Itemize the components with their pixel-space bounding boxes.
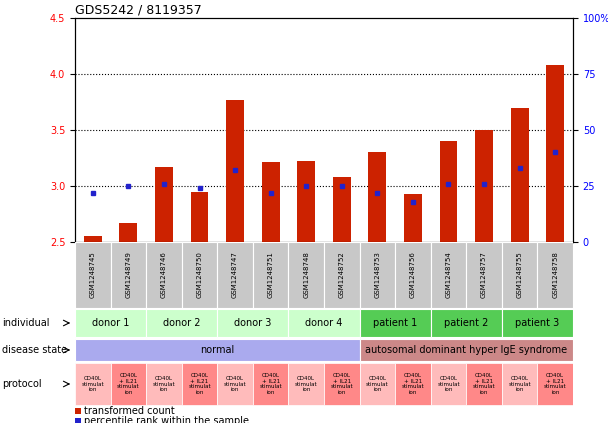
Text: patient 2: patient 2: [444, 318, 488, 328]
Bar: [288, 242, 324, 308]
Text: GSM1248746: GSM1248746: [161, 252, 167, 299]
Bar: [75, 339, 359, 361]
Text: GSM1248745: GSM1248745: [90, 252, 96, 298]
Text: individual: individual: [2, 318, 49, 328]
Bar: [359, 242, 395, 308]
Bar: [368, 152, 386, 242]
Bar: [440, 141, 457, 242]
Bar: [75, 242, 111, 308]
Text: CD40L
stimulat
ion: CD40L stimulat ion: [366, 376, 389, 392]
Text: GSM1248757: GSM1248757: [481, 252, 487, 299]
Bar: [226, 100, 244, 242]
Bar: [395, 242, 430, 308]
Bar: [288, 309, 359, 337]
Bar: [217, 363, 253, 405]
Bar: [155, 167, 173, 242]
Bar: [75, 407, 81, 414]
Text: donor 2: donor 2: [163, 318, 201, 328]
Text: CD40L
stimulat
ion: CD40L stimulat ion: [295, 376, 317, 392]
Text: CD40L
+ IL21
stimulat
ion: CD40L + IL21 stimulat ion: [331, 374, 353, 395]
Text: patient 3: patient 3: [516, 318, 559, 328]
Bar: [111, 363, 146, 405]
Bar: [395, 363, 430, 405]
Text: GSM1248751: GSM1248751: [268, 252, 274, 299]
Text: CD40L
+ IL21
stimulat
ion: CD40L + IL21 stimulat ion: [544, 374, 567, 395]
Bar: [359, 339, 573, 361]
Text: CD40L
stimulat
ion: CD40L stimulat ion: [153, 376, 175, 392]
Bar: [511, 107, 528, 242]
Text: CD40L
stimulat
ion: CD40L stimulat ion: [437, 376, 460, 392]
Text: GSM1248753: GSM1248753: [375, 252, 381, 299]
Bar: [75, 418, 81, 423]
Bar: [324, 363, 359, 405]
Bar: [146, 242, 182, 308]
Bar: [502, 363, 537, 405]
Bar: [430, 309, 502, 337]
Text: GSM1248756: GSM1248756: [410, 252, 416, 299]
Text: CD40L
stimulat
ion: CD40L stimulat ion: [508, 376, 531, 392]
Text: CD40L
stimulat
ion: CD40L stimulat ion: [81, 376, 104, 392]
Text: CD40L
+ IL21
stimulat
ion: CD40L + IL21 stimulat ion: [473, 374, 496, 395]
Bar: [359, 363, 395, 405]
Bar: [466, 242, 502, 308]
Text: GSM1248755: GSM1248755: [517, 252, 523, 298]
Bar: [262, 162, 280, 242]
Text: GSM1248754: GSM1248754: [446, 252, 452, 298]
Bar: [537, 242, 573, 308]
Bar: [111, 242, 146, 308]
Bar: [475, 130, 493, 242]
Bar: [547, 65, 564, 242]
Text: CD40L
+ IL21
stimulat
ion: CD40L + IL21 stimulat ion: [117, 374, 140, 395]
Bar: [119, 223, 137, 242]
Text: GSM1248752: GSM1248752: [339, 252, 345, 298]
Text: CD40L
+ IL21
stimulat
ion: CD40L + IL21 stimulat ion: [402, 374, 424, 395]
Bar: [502, 309, 573, 337]
Bar: [182, 363, 217, 405]
Bar: [217, 242, 253, 308]
Bar: [75, 363, 111, 405]
Text: transformed count: transformed count: [84, 406, 174, 415]
Bar: [466, 363, 502, 405]
Text: protocol: protocol: [2, 379, 41, 389]
Bar: [537, 363, 573, 405]
Bar: [146, 309, 217, 337]
Text: normal: normal: [200, 345, 235, 355]
Bar: [333, 177, 351, 242]
Bar: [297, 161, 315, 242]
Text: percentile rank within the sample: percentile rank within the sample: [84, 415, 249, 423]
Text: donor 3: donor 3: [234, 318, 272, 328]
Text: GSM1248747: GSM1248747: [232, 252, 238, 299]
Bar: [217, 309, 288, 337]
Bar: [253, 363, 288, 405]
Bar: [75, 309, 146, 337]
Text: CD40L
+ IL21
stimulat
ion: CD40L + IL21 stimulat ion: [260, 374, 282, 395]
Text: GDS5242 / 8119357: GDS5242 / 8119357: [75, 4, 202, 17]
Text: GSM1248748: GSM1248748: [303, 252, 309, 299]
Bar: [430, 242, 466, 308]
Text: CD40L
+ IL21
stimulat
ion: CD40L + IL21 stimulat ion: [188, 374, 211, 395]
Bar: [146, 363, 182, 405]
Text: patient 1: patient 1: [373, 318, 417, 328]
Bar: [288, 363, 324, 405]
Bar: [84, 236, 102, 242]
Text: GSM1248758: GSM1248758: [552, 252, 558, 299]
Text: donor 1: donor 1: [92, 318, 130, 328]
Bar: [404, 194, 422, 242]
Text: CD40L
stimulat
ion: CD40L stimulat ion: [224, 376, 246, 392]
Text: donor 4: donor 4: [305, 318, 343, 328]
Bar: [430, 363, 466, 405]
Text: GSM1248749: GSM1248749: [125, 252, 131, 299]
Bar: [359, 309, 430, 337]
Bar: [502, 242, 537, 308]
Bar: [190, 192, 209, 242]
Bar: [324, 242, 359, 308]
Bar: [182, 242, 217, 308]
Text: GSM1248750: GSM1248750: [196, 252, 202, 299]
Bar: [253, 242, 288, 308]
Text: autosomal dominant hyper IgE syndrome: autosomal dominant hyper IgE syndrome: [365, 345, 567, 355]
Text: disease state: disease state: [2, 345, 67, 355]
